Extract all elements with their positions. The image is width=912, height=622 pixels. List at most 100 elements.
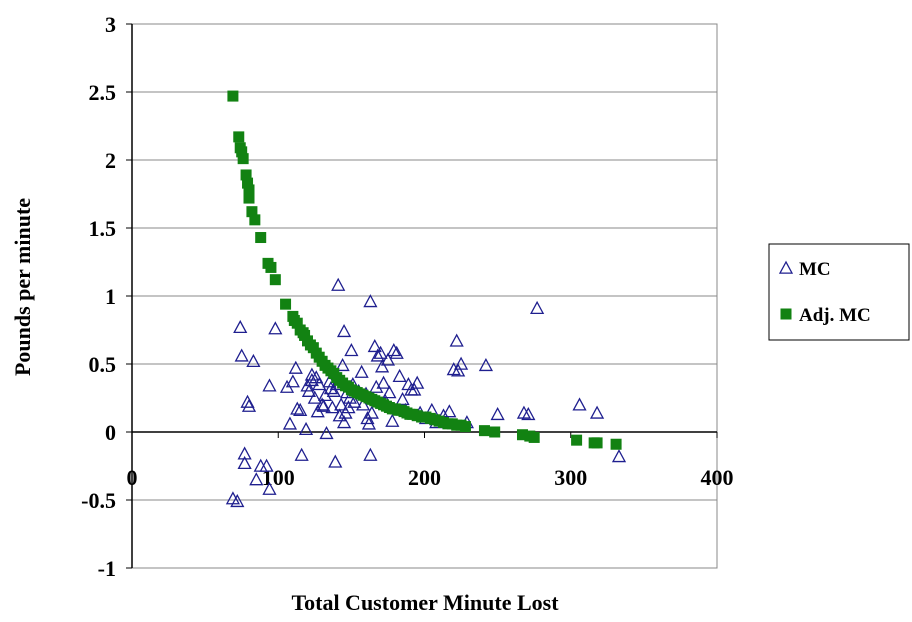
mc-point (347, 394, 362, 408)
mc-point (240, 394, 255, 408)
mc-point (294, 447, 309, 461)
mc-point (395, 391, 410, 406)
mc-point (382, 385, 397, 399)
y-tick-label: 1 (105, 284, 116, 309)
adj-mc-point (243, 184, 255, 196)
mc-point (530, 300, 545, 314)
legend-label: Adj. MC (799, 305, 871, 326)
mc-point (354, 364, 369, 378)
mc-point (478, 357, 494, 372)
adj-mc-point (233, 131, 245, 143)
mc-point (376, 375, 391, 389)
mc-point (298, 421, 314, 436)
adj-mc-point (243, 192, 255, 204)
mc-point (328, 454, 343, 468)
mc-point (259, 458, 274, 472)
mc-point (392, 368, 407, 382)
mc-point (241, 398, 257, 412)
mc-point (516, 405, 532, 419)
mc-point (319, 425, 334, 440)
adj-mc-point (280, 298, 292, 310)
mc-point (262, 378, 277, 392)
mc-point (451, 363, 466, 377)
y-tick-label: -1 (98, 556, 116, 581)
adj-mc-point (227, 90, 239, 102)
mc-point (589, 405, 605, 419)
mc-point (301, 383, 317, 397)
mc-point (335, 357, 350, 372)
adj-mc-point (516, 429, 528, 441)
adj-mc-point (255, 232, 267, 244)
mc-point (370, 348, 385, 362)
mc-point (334, 397, 349, 411)
mc-point (407, 382, 422, 396)
mc-point (268, 321, 283, 335)
adj-mc-point (236, 146, 248, 158)
adj-mc-point (242, 177, 254, 189)
adj-mc-point (246, 206, 258, 218)
mc-point (521, 406, 536, 421)
mc-point (389, 345, 404, 359)
y-tick-label: 1.5 (89, 216, 117, 241)
legend-label: MC (799, 259, 831, 280)
adj-mc-point (240, 169, 252, 181)
mc-point (572, 397, 587, 411)
y-axis-title: Pounds per minute (10, 198, 35, 376)
mc-point (323, 381, 338, 395)
adj-mc-point (291, 317, 303, 329)
mc-point (332, 408, 347, 422)
mc-point (316, 398, 331, 412)
mc-point (385, 413, 400, 427)
x-axis-ticks: 0 100 200 300 400 (127, 432, 734, 490)
adj-mc-point (249, 214, 261, 226)
y-axis-ticks: 3 2.5 2 1.5 1 0.5 0 -0.5 -1 (81, 12, 132, 581)
adj-mc-point (478, 425, 490, 437)
mc-point (249, 472, 264, 486)
legend-marker-mc (778, 260, 794, 274)
adj-mc-point (591, 437, 603, 449)
mc-point (369, 379, 384, 393)
mc-point (336, 323, 352, 338)
data-marks (225, 90, 627, 508)
x-tick-label: 200 (408, 465, 441, 490)
x-tick-label: 100 (262, 465, 295, 490)
mc-point (373, 345, 388, 359)
mc-point (363, 447, 378, 461)
mc-point (449, 333, 464, 347)
legend-box (768, 243, 910, 341)
mc-point (336, 415, 352, 429)
legend-marker-adj-mc (780, 308, 792, 320)
adj-mc-point (610, 438, 622, 450)
mc-point (326, 383, 341, 397)
mc-point (230, 493, 245, 508)
mc-point (233, 319, 248, 334)
mc-point (331, 277, 346, 291)
y-tick-label: 2.5 (89, 80, 117, 105)
adj-mc-point (459, 421, 471, 433)
mc-point (237, 446, 252, 460)
x-tick-label: 400 (701, 465, 734, 490)
y-tick-label: 3 (105, 12, 116, 37)
mc-point (234, 348, 249, 362)
mc-point (293, 402, 308, 416)
adj-mc-point (265, 261, 277, 273)
x-tick-label: 0 (127, 465, 138, 490)
mc-point (374, 359, 390, 373)
mc-point (225, 491, 241, 505)
mc-point (246, 353, 261, 368)
x-tick-label: 300 (554, 465, 587, 490)
mc-point (361, 416, 377, 430)
mc-point (325, 400, 340, 414)
x-axis-title: Total Customer Minute Lost (291, 590, 559, 615)
adj-mc-point (489, 426, 501, 438)
adj-mc-point (528, 431, 540, 443)
mc-point (364, 405, 379, 419)
mc-point (237, 455, 252, 470)
mc-point (367, 338, 382, 353)
adj-mc-point (571, 434, 583, 446)
mc-point (290, 401, 305, 415)
mc-point (312, 377, 327, 391)
mc-point (442, 404, 457, 418)
mc-point (410, 375, 425, 389)
